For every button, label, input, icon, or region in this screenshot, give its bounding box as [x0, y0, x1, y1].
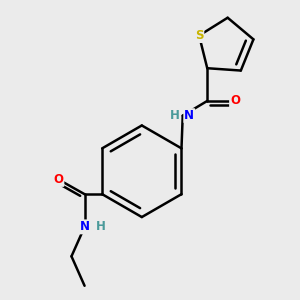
Text: O: O: [53, 173, 63, 186]
Text: H: H: [169, 109, 179, 122]
Text: H: H: [96, 220, 106, 233]
Text: O: O: [230, 94, 240, 107]
Text: N: N: [80, 220, 90, 233]
Text: S: S: [195, 29, 203, 42]
Text: N: N: [184, 109, 194, 122]
